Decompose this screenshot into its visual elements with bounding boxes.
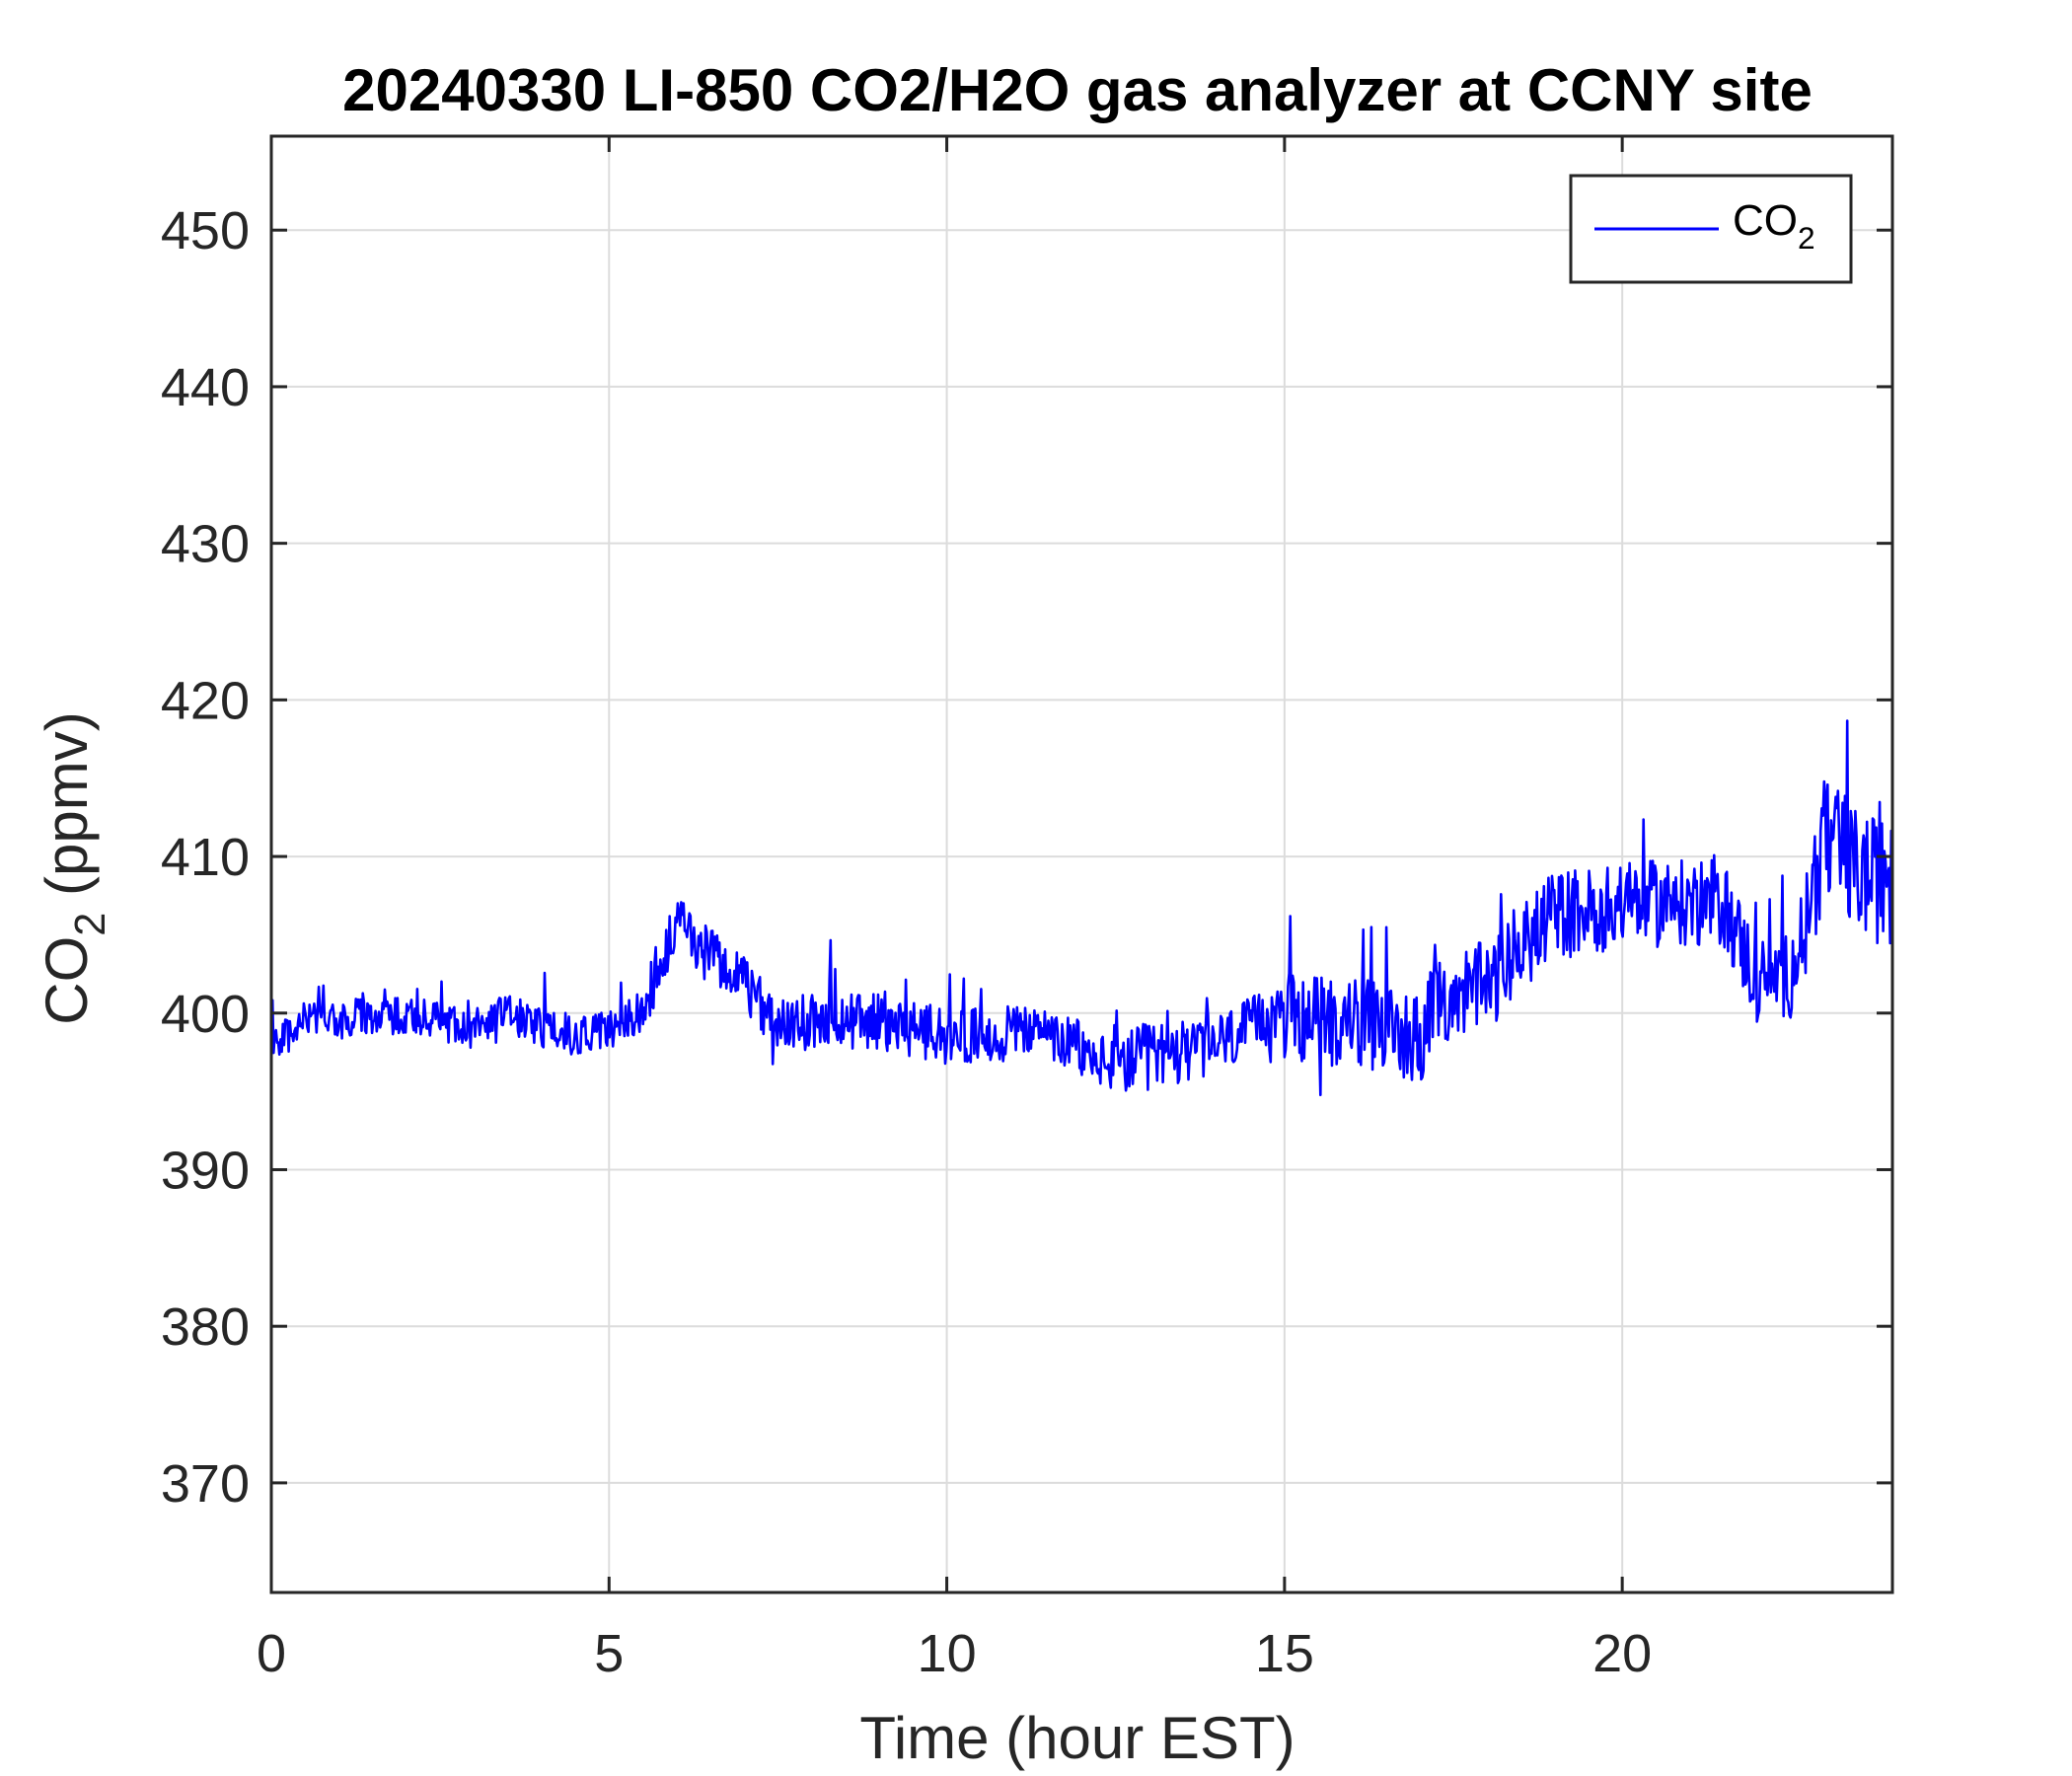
x-tick-labels: 0 5 10 15 20 bbox=[257, 1624, 1652, 1683]
y-tick-label: 420 bbox=[161, 671, 250, 730]
y-tick-label: 440 bbox=[161, 358, 250, 417]
y-tick-label: 410 bbox=[161, 828, 250, 887]
y-tick-label: 380 bbox=[161, 1297, 250, 1357]
y-axis-label-suffix: (ppmv) bbox=[34, 711, 100, 912]
y-axis-label-subscript: 2 bbox=[67, 913, 114, 936]
legend-label-subscript: 2 bbox=[1798, 220, 1815, 256]
series-line-co2 bbox=[269, 719, 1894, 1096]
y-tick-label: 390 bbox=[161, 1141, 250, 1200]
legend-label-main: CO bbox=[1733, 196, 1798, 245]
x-tick-label: 15 bbox=[1255, 1624, 1314, 1683]
legend-label: CO2 bbox=[1733, 196, 1815, 256]
chart-title: 20240330 LI-850 CO2/H2O gas analyzer at … bbox=[342, 57, 1813, 123]
y-tick-label: 370 bbox=[161, 1454, 250, 1514]
x-axis-label: Time (hour EST) bbox=[859, 1705, 1295, 1771]
y-tick-label: 400 bbox=[161, 985, 250, 1044]
y-tick-labels: 370 380 390 400 410 420 430 440 450 bbox=[161, 201, 250, 1514]
y-axis-label-main: CO bbox=[34, 936, 100, 1025]
y-tick-label: 450 bbox=[161, 201, 250, 260]
x-tick-label: 20 bbox=[1592, 1624, 1652, 1683]
axes-box bbox=[269, 134, 1894, 1594]
x-tick-label: 5 bbox=[594, 1624, 624, 1683]
series-layer bbox=[269, 719, 1894, 1096]
axis-ticks bbox=[269, 136, 1892, 1592]
x-tick-label: 0 bbox=[257, 1624, 286, 1683]
y-axis-label: CO2 (ppmv) bbox=[34, 711, 114, 1024]
x-tick-label: 10 bbox=[918, 1624, 977, 1683]
y-tick-label: 430 bbox=[161, 515, 250, 574]
legend: CO2 bbox=[1569, 174, 1853, 284]
